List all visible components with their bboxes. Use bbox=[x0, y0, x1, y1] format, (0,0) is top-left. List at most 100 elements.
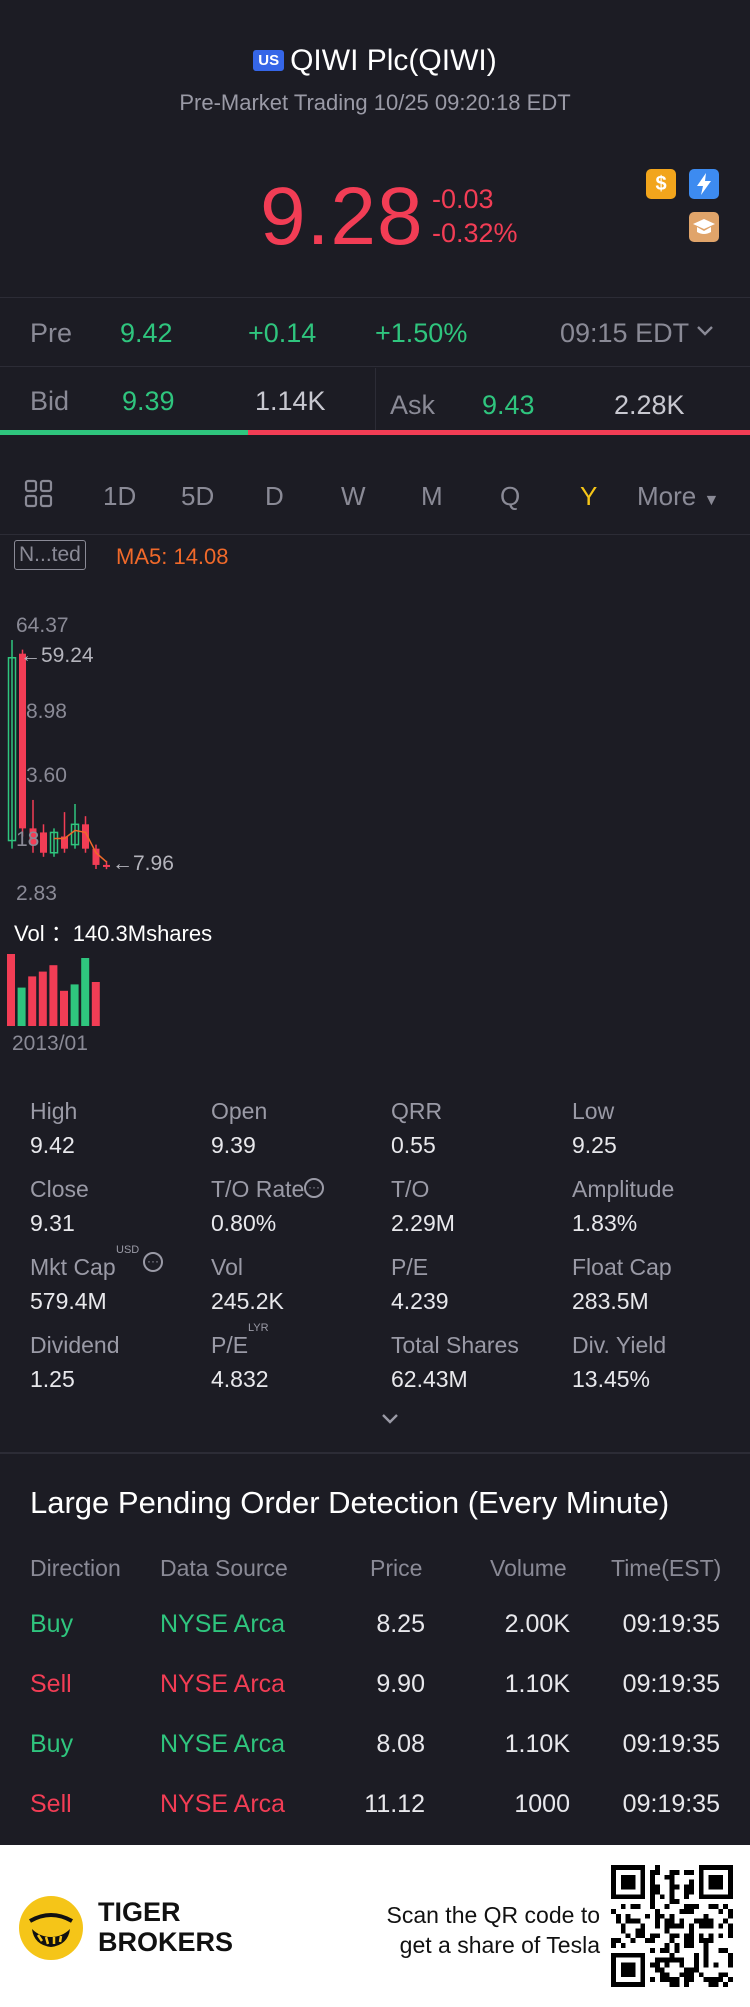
candle-body bbox=[49, 831, 59, 854]
order-source: NYSE Arca bbox=[160, 1670, 286, 1698]
mkt-cap-value: 579.4M bbox=[30, 1288, 107, 1314]
qr-module bbox=[615, 1918, 621, 1924]
stats-grid: High 9.42 Open 9.39 QRR 0.55 Low 9.25 Cl… bbox=[0, 1092, 750, 1424]
qr-module bbox=[625, 1933, 631, 1939]
qr-module bbox=[684, 1869, 690, 1875]
qr-module bbox=[650, 1894, 655, 1900]
graduation-badge-icon[interactable] bbox=[689, 212, 719, 242]
qr-module bbox=[654, 1962, 660, 1968]
col-header-direction: Direction bbox=[30, 1555, 121, 1581]
qr-module bbox=[674, 1899, 680, 1905]
qr-module bbox=[679, 1957, 685, 1963]
pe-lyr-label: P/E bbox=[211, 1332, 249, 1358]
ask-price: 9.43 bbox=[482, 390, 535, 420]
qr-module bbox=[659, 1913, 665, 1919]
x-axis-start-label: 2013/01 bbox=[12, 1032, 88, 1055]
pre-price: 9.42 bbox=[120, 318, 173, 348]
bid-ask-row: Bid 9.39 1.14K Ask 9.43 2.28K bbox=[0, 368, 750, 433]
low-label: Low bbox=[572, 1098, 615, 1124]
qr-module bbox=[684, 1894, 690, 1900]
quote-header: US QIWI Plc(QIWI) Pre-Market Trading 10/2… bbox=[0, 0, 750, 295]
tab-more[interactable]: More ▼ bbox=[637, 481, 719, 512]
qr-module bbox=[728, 1962, 733, 1968]
qr-module bbox=[708, 1923, 714, 1929]
order-price: 8.25 bbox=[376, 1610, 425, 1638]
candlestick-plot bbox=[7, 640, 110, 870]
qr-module bbox=[669, 1894, 675, 1900]
order-price: 9.90 bbox=[376, 1670, 425, 1698]
promo-line: Scan the QR code to bbox=[386, 1902, 600, 1928]
qr-code-icon[interactable] bbox=[611, 1865, 733, 1987]
qr-module bbox=[625, 1918, 631, 1924]
qr-module bbox=[664, 1904, 670, 1909]
tab-q[interactable]: Q bbox=[500, 481, 521, 511]
tab-y[interactable]: Y bbox=[580, 481, 598, 511]
qr-module bbox=[664, 1923, 670, 1929]
amplitude-label: Amplitude bbox=[572, 1176, 675, 1202]
qr-module bbox=[620, 1904, 626, 1909]
promo-footer: TIGER BROKERS Scan the QR code to get a … bbox=[0, 1845, 750, 2007]
expand-chevron-icon[interactable] bbox=[378, 1410, 402, 1433]
order-volume: 1000 bbox=[514, 1790, 570, 1818]
total-shares-value: 62.43M bbox=[391, 1366, 468, 1392]
bid-label: Bid bbox=[30, 386, 70, 416]
qr-module bbox=[654, 1889, 660, 1895]
ask-ratio-bar bbox=[247, 430, 750, 435]
dollar-badge-icon[interactable]: $ bbox=[646, 169, 676, 199]
high-label: High bbox=[30, 1098, 78, 1124]
qr-module bbox=[708, 1904, 714, 1909]
qr-module bbox=[650, 1889, 655, 1895]
qr-module bbox=[698, 1923, 704, 1929]
qr-module bbox=[713, 1904, 719, 1909]
tab-m[interactable]: M bbox=[421, 481, 443, 511]
y-axis-bottom-label: 2.83 bbox=[16, 882, 57, 905]
qr-module bbox=[669, 1889, 675, 1895]
info-icon[interactable]: ··· bbox=[304, 1178, 324, 1198]
qr-module bbox=[645, 1938, 651, 1944]
grid-layout-icon[interactable] bbox=[24, 479, 54, 509]
qr-module bbox=[689, 1977, 694, 1983]
tab-5d[interactable]: 5D bbox=[181, 481, 215, 511]
qr-module bbox=[684, 1884, 690, 1890]
qr-module bbox=[718, 1947, 724, 1953]
large-order-detection: Large Pending Order Detection (Every Min… bbox=[0, 1455, 750, 1843]
order-time: 09:19:35 bbox=[622, 1730, 720, 1758]
chart-legend-button[interactable]: N...ted bbox=[14, 540, 86, 570]
to-rate-label: T/O Rate bbox=[211, 1176, 305, 1202]
tab-d[interactable]: D bbox=[265, 481, 284, 511]
qr-module bbox=[669, 1938, 675, 1944]
trading-status: Pre-Market Trading 10/25 09:20:18 EDT bbox=[179, 90, 571, 115]
tab-1d[interactable]: 1D bbox=[103, 481, 137, 511]
info-icon[interactable]: ··· bbox=[143, 1252, 163, 1272]
qr-module bbox=[723, 1918, 729, 1924]
amplitude-value: 1.83% bbox=[572, 1210, 638, 1236]
qrr-label: QRR bbox=[391, 1098, 443, 1124]
qr-module bbox=[650, 1938, 655, 1944]
qr-module bbox=[728, 1928, 733, 1934]
low-marker-value: 7.96 bbox=[133, 852, 174, 875]
brand-line: BROKERS bbox=[98, 1927, 234, 1957]
order-volume: 1.10K bbox=[504, 1730, 570, 1758]
open-label: Open bbox=[211, 1098, 268, 1124]
qr-module bbox=[669, 1923, 675, 1929]
high-marker-label: ←59.24 bbox=[20, 644, 94, 667]
chevron-down-icon[interactable] bbox=[694, 318, 716, 349]
section-divider bbox=[0, 1452, 750, 1454]
qr-module bbox=[654, 1865, 660, 1870]
bid-ask-divider bbox=[375, 368, 376, 430]
candle-body bbox=[82, 824, 89, 849]
qr-module bbox=[703, 1923, 709, 1929]
qr-module bbox=[728, 1952, 733, 1958]
qr-module bbox=[703, 1977, 709, 1983]
tab-w[interactable]: W bbox=[341, 481, 366, 511]
qr-module bbox=[620, 1943, 626, 1948]
qr-module bbox=[723, 1947, 729, 1953]
qr-module bbox=[713, 1962, 719, 1968]
qr-module bbox=[664, 1957, 670, 1963]
lightning-badge-icon[interactable] bbox=[689, 169, 719, 199]
qr-module bbox=[718, 1977, 724, 1983]
promo-text: Scan the QR code to get a share of Tesla bbox=[386, 1900, 600, 1960]
qr-module bbox=[669, 1874, 675, 1880]
kline-chart[interactable]: N...ted MA5: 14.08 64.37 ←59.24 8.98 3.6… bbox=[0, 540, 750, 1080]
qr-module bbox=[708, 1977, 714, 1983]
